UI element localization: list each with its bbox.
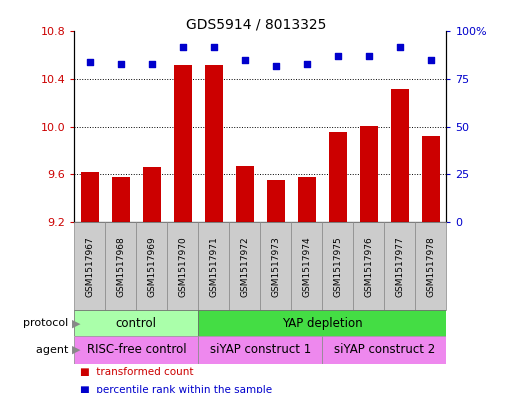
- Bar: [105, 222, 136, 310]
- Point: [241, 57, 249, 63]
- Point: [396, 44, 404, 50]
- Text: control: control: [116, 317, 157, 330]
- Text: GSM1517977: GSM1517977: [396, 236, 404, 297]
- Bar: [81, 172, 99, 222]
- Text: GSM1517967: GSM1517967: [85, 236, 94, 297]
- Text: GSM1517978: GSM1517978: [426, 236, 436, 297]
- Bar: [267, 180, 285, 222]
- Point: [86, 59, 94, 65]
- Text: GSM1517972: GSM1517972: [241, 236, 249, 297]
- Bar: [229, 222, 260, 310]
- Text: GSM1517968: GSM1517968: [116, 236, 125, 297]
- Bar: [205, 65, 223, 222]
- Point: [365, 53, 373, 59]
- Text: ▶: ▶: [72, 345, 81, 355]
- Point: [210, 44, 218, 50]
- Bar: [328, 132, 347, 222]
- Bar: [143, 167, 161, 222]
- Bar: [199, 310, 446, 336]
- Bar: [390, 88, 409, 222]
- Bar: [74, 222, 105, 310]
- Text: GSM1517971: GSM1517971: [209, 236, 219, 297]
- Text: GSM1517976: GSM1517976: [364, 236, 373, 297]
- Point: [148, 61, 156, 67]
- Text: GSM1517975: GSM1517975: [333, 236, 342, 297]
- Bar: [173, 65, 192, 222]
- Point: [303, 61, 311, 67]
- Bar: [353, 222, 384, 310]
- Text: GSM1517969: GSM1517969: [147, 236, 156, 297]
- Bar: [199, 336, 322, 364]
- Text: ▶: ▶: [72, 318, 81, 328]
- Text: siYAP construct 2: siYAP construct 2: [333, 343, 435, 356]
- Text: GDS5914 / 8013325: GDS5914 / 8013325: [186, 18, 327, 32]
- Point: [117, 61, 125, 67]
- Point: [272, 62, 280, 69]
- Text: ■  transformed count: ■ transformed count: [80, 367, 193, 377]
- Text: GSM1517973: GSM1517973: [271, 236, 280, 297]
- Text: GSM1517974: GSM1517974: [302, 236, 311, 297]
- Bar: [298, 177, 316, 222]
- Bar: [74, 336, 199, 364]
- Text: agent: agent: [36, 345, 72, 355]
- Bar: [111, 177, 130, 222]
- Text: protocol: protocol: [23, 318, 72, 328]
- Point: [334, 53, 342, 59]
- Bar: [416, 222, 446, 310]
- Bar: [235, 166, 254, 222]
- Text: GSM1517970: GSM1517970: [179, 236, 187, 297]
- Point: [427, 57, 435, 63]
- Bar: [167, 222, 199, 310]
- Bar: [260, 222, 291, 310]
- Bar: [291, 222, 322, 310]
- Text: YAP depletion: YAP depletion: [282, 317, 363, 330]
- Bar: [360, 125, 378, 222]
- Text: RISC-free control: RISC-free control: [87, 343, 186, 356]
- Point: [179, 44, 187, 50]
- Text: siYAP construct 1: siYAP construct 1: [210, 343, 311, 356]
- Bar: [422, 136, 440, 222]
- Bar: [74, 310, 199, 336]
- Bar: [136, 222, 167, 310]
- Bar: [384, 222, 416, 310]
- Bar: [322, 336, 446, 364]
- Bar: [322, 222, 353, 310]
- Text: ■  percentile rank within the sample: ■ percentile rank within the sample: [80, 385, 272, 393]
- Bar: [199, 222, 229, 310]
